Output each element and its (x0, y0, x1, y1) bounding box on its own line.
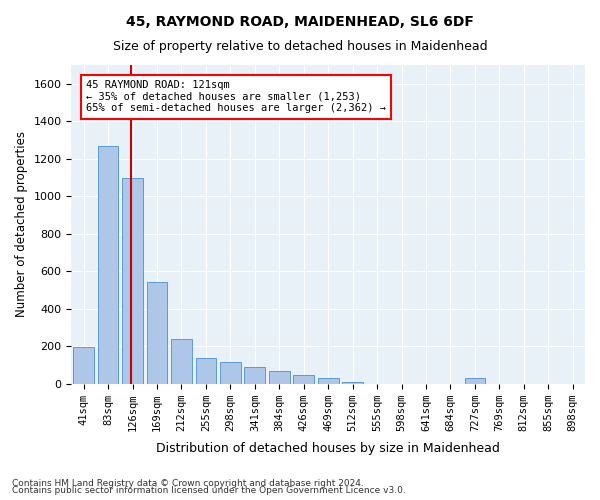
Bar (342, 382, 363, 384)
Bar (122, 178, 143, 384)
Bar (318, 378, 338, 384)
Bar (196, 358, 217, 384)
Bar (220, 362, 241, 384)
X-axis label: Distribution of detached houses by size in Maidenhead: Distribution of detached houses by size … (156, 442, 500, 455)
Text: Contains HM Land Registry data © Crown copyright and database right 2024.: Contains HM Land Registry data © Crown c… (12, 478, 364, 488)
Y-axis label: Number of detached properties: Number of detached properties (15, 132, 28, 318)
Text: 45 RAYMOND ROAD: 121sqm
← 35% of detached houses are smaller (1,253)
65% of semi: 45 RAYMOND ROAD: 121sqm ← 35% of detache… (86, 80, 386, 114)
Bar (244, 367, 265, 384)
Bar (293, 375, 314, 384)
Bar (98, 146, 118, 384)
Bar (146, 282, 167, 384)
Bar (269, 372, 290, 384)
Bar (73, 347, 94, 384)
Text: 45, RAYMOND ROAD, MAIDENHEAD, SL6 6DF: 45, RAYMOND ROAD, MAIDENHEAD, SL6 6DF (126, 15, 474, 29)
Text: Size of property relative to detached houses in Maidenhead: Size of property relative to detached ho… (113, 40, 487, 53)
Text: Contains public sector information licensed under the Open Government Licence v3: Contains public sector information licen… (12, 486, 406, 495)
Bar (464, 378, 485, 384)
Bar (171, 338, 192, 384)
